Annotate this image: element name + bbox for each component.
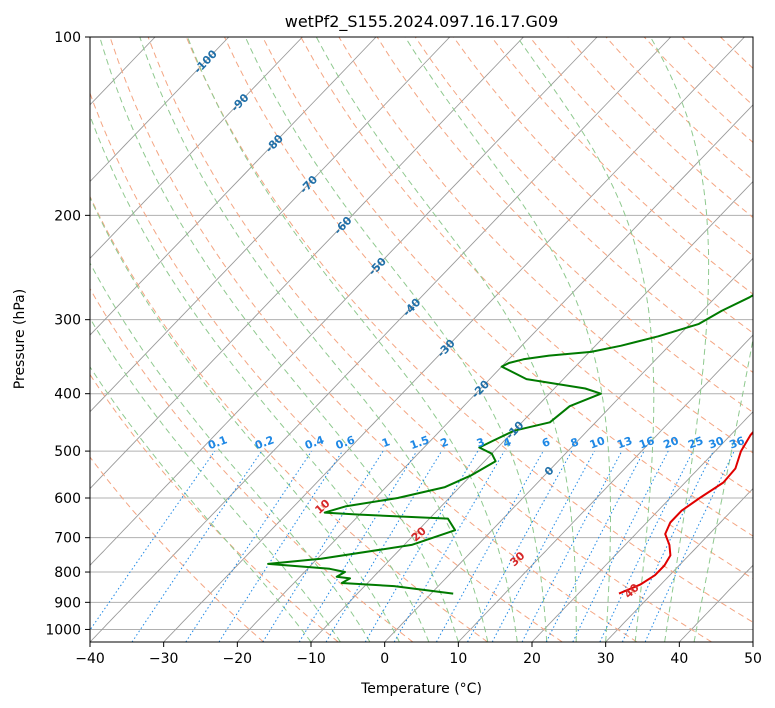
profile-series — [267, 294, 753, 595]
moist-adiabat-line — [139, 37, 489, 642]
x-tick-label: 50 — [744, 651, 762, 667]
isotherm-line — [90, 37, 377, 336]
x-tick-label: −30 — [149, 651, 179, 667]
mixing-ratio-label: 36 — [728, 434, 747, 452]
mixing-ratio-label: 0.6 — [334, 433, 357, 452]
y-axis-label: Pressure (hPa) — [12, 289, 28, 389]
y-tick-label: 600 — [54, 491, 81, 507]
pressure-grid — [90, 37, 753, 630]
isotherm-line — [90, 37, 451, 413]
y-tick-label: 700 — [54, 531, 81, 547]
isotherm-line — [457, 334, 753, 642]
mixing-ratio-line — [262, 450, 384, 642]
y-tick-label: 900 — [54, 595, 81, 611]
dry-adiabat-line — [90, 91, 563, 642]
mixing-ratio-line — [545, 450, 645, 642]
mixing-ratio-label: 8 — [569, 435, 581, 450]
isotherm-line — [90, 37, 598, 566]
mixing-ratio-line — [435, 450, 544, 642]
dry-adiabats — [90, 37, 753, 642]
x-tick-label: −40 — [75, 651, 105, 667]
dry-adiabat-line — [491, 37, 753, 295]
x-tick-label: 20 — [523, 651, 541, 667]
moist-adiabat-line — [90, 262, 371, 642]
mixing-ratio-label: 1 — [380, 435, 392, 450]
mixing-ratio-label: 0.4 — [303, 433, 326, 452]
chart-title: wetPf2_S155.2024.097.16.17.G09 — [285, 12, 559, 32]
mixing-ratio-label: 1.5 — [408, 433, 431, 452]
isotherm-line — [531, 411, 753, 642]
x-tick-label: −10 — [296, 651, 326, 667]
isotherm-line — [605, 487, 753, 642]
moist-adiabat-line — [516, 37, 655, 642]
plot-area: 0.1 0.2 0.4 0.6 1 1.5 2 3 4 6 8 10 13 16 20 25 30 36-100-… — [90, 37, 753, 642]
plot-frame — [89, 36, 754, 643]
dry-adiabat-line — [185, 37, 753, 623]
moist-adiabat-line — [650, 37, 710, 642]
moist-adiabat-line — [693, 336, 753, 642]
y-tick-label: 800 — [54, 565, 81, 581]
y-tick-label: 500 — [54, 444, 81, 460]
isotherm-line — [384, 257, 753, 642]
mixing-ratio-line — [572, 450, 669, 642]
dry-adiabat-line — [109, 37, 638, 642]
y-tick-label: 300 — [54, 313, 81, 329]
temperature-profile-line — [618, 430, 753, 595]
mixing-ratio-label: 6 — [540, 435, 552, 450]
moist-adiabat-line — [90, 365, 312, 642]
dry-adiabat-line — [376, 37, 753, 413]
x-tick-label: 40 — [670, 651, 688, 667]
mixing-ratio-label: 3 — [475, 435, 487, 450]
mixing-ratio-label: 0.2 — [253, 433, 276, 452]
y-tick-label: 100 — [54, 30, 81, 46]
mixing-ratio-label: 4 — [501, 435, 513, 450]
moist-adiabat-line — [187, 37, 518, 642]
mixing-ratio-label: 0.1 — [206, 433, 229, 452]
moist-adiabat-line — [99, 37, 459, 642]
dry-adiabat-line — [452, 37, 753, 334]
mixing-ratio-line — [185, 450, 313, 642]
y-tick-label: 200 — [54, 208, 81, 224]
mixing-ratio-line — [90, 450, 216, 631]
mixing-ratio-line — [298, 450, 418, 642]
isotherm-line — [163, 37, 745, 642]
x-tick-label: 30 — [597, 651, 615, 667]
mixing-ratio-label: 10 — [588, 434, 607, 452]
mixing-ratio-label: 30 — [707, 434, 726, 452]
moist-adiabat-line — [90, 317, 341, 642]
isotherm-lines — [90, 37, 753, 642]
moist-adiabat-line — [404, 37, 611, 642]
dry-adiabat-line — [414, 37, 753, 374]
dry-adiabat-line — [147, 37, 712, 642]
x-tick-label: 0 — [380, 651, 389, 667]
mixing-ratio-label: 16 — [637, 434, 656, 452]
dry-adiabat-line — [90, 456, 264, 642]
moist-adiabats — [90, 37, 753, 642]
mixing-ratio-label: 25 — [686, 434, 705, 451]
axis-ticks: −40 −30 −20 −10 0 10 20 30 40 5010020030040050060… — [45, 30, 762, 667]
isotherm-line — [90, 37, 524, 490]
isotherm-line — [678, 564, 753, 642]
mixing-ratio-line — [467, 450, 573, 642]
dry-adiabat-line — [90, 287, 414, 642]
dewpoint-profile-line — [267, 294, 753, 595]
mixing-ratio-label: 20 — [662, 434, 681, 452]
x-tick-label: −20 — [223, 651, 253, 667]
mixing-ratio-label: 2 — [439, 435, 451, 450]
moist-adiabat-line — [90, 114, 430, 642]
dry-adiabat-line — [90, 195, 488, 642]
moist-adiabat-line — [315, 37, 577, 642]
mixing-ratio-line — [491, 450, 595, 642]
mixing-ratio-label: 13 — [615, 434, 634, 451]
mixing-ratio-line — [131, 450, 263, 642]
x-axis-label: Temperature (°C) — [360, 681, 482, 697]
y-tick-label: 400 — [54, 387, 81, 403]
x-tick-label: 10 — [449, 651, 467, 667]
y-tick-label: 1000 — [45, 622, 81, 638]
moist-adiabat-line — [244, 37, 548, 642]
